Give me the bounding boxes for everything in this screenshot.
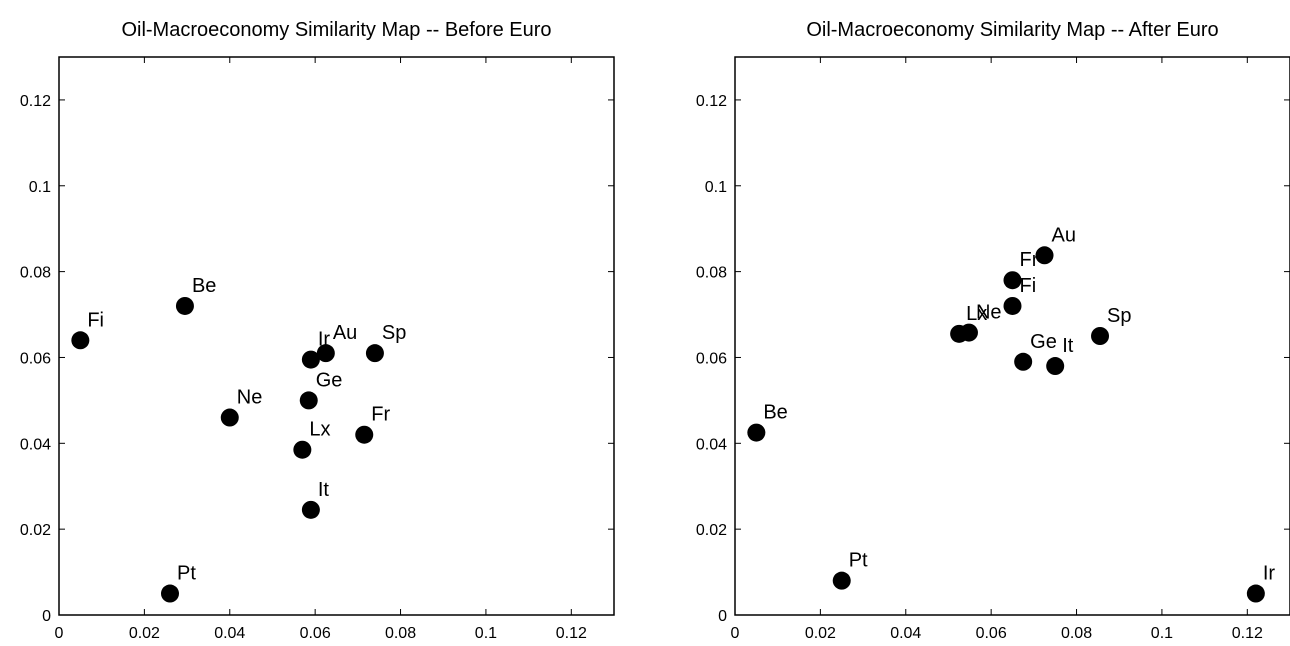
y-tick-label: 0.1 [705,179,727,196]
data-point-ne [959,323,978,342]
y-tick-label: 0.08 [696,265,727,282]
x-tick-label: 0 [55,625,64,642]
x-tick-label: 0.02 [129,625,160,642]
point-label-au: Au [333,322,357,344]
y-tick-label: 0.1 [29,179,51,196]
chart-title-after: Oil-Macroeconomy Similarity Map -- After… [806,19,1218,41]
point-label-ge: Ge [316,369,343,391]
data-point-it [301,500,320,519]
x-tick-label: 0.08 [1061,625,1092,642]
y-tick-label: 0.06 [696,350,727,367]
data-point-pt [832,571,851,590]
data-point-pt [161,584,179,603]
data-point-be [747,423,766,442]
point-label-lx: Lx [966,303,987,325]
point-label-au: Au [1052,224,1076,246]
y-tick-label: 0 [718,608,727,625]
panel-after-euro: Oil-Macroeconomy Similarity Map -- After… [696,19,1290,642]
y-tick-label: 0 [42,608,51,625]
data-point-lx [293,440,312,459]
point-label-pt: Pt [177,563,196,585]
x-tick-label: 0.04 [214,625,245,642]
y-tick-label: 0.12 [20,93,51,110]
x-tick-label: 0.12 [1232,625,1263,642]
x-tick-label: 0.1 [475,625,497,642]
data-point-fi [1003,296,1022,315]
point-label-ne: Ne [976,302,1002,324]
point-label-it: It [318,479,330,501]
point-label-sp: Sp [1107,305,1131,327]
point-label-fi: Fi [1020,275,1037,297]
point-label-be: Be [763,402,787,424]
x-tick-label: 0.06 [976,625,1007,642]
point-label-fr: Fr [371,404,390,426]
y-tick-label: 0.12 [696,93,727,110]
x-tick-label: 0.1 [1151,625,1173,642]
y-tick-label: 0.04 [696,436,727,453]
data-point-ir [301,350,320,369]
point-label-ir: Ir [1263,563,1276,585]
point-label-be: Be [192,275,216,297]
data-point-ir [1246,584,1265,603]
x-tick-label: 0.02 [805,625,836,642]
data-point-au [316,344,335,363]
y-tick-label: 0.04 [20,436,51,453]
point-label-fi: Fi [87,309,104,331]
plot-area-before [58,56,615,616]
data-point-fi [71,331,90,350]
point-label-pt: Pt [849,550,868,572]
x-tick-label: 0.08 [385,625,416,642]
data-point-ne [220,408,239,427]
chart-title-before: Oil-Macroeconomy Similarity Map -- Befor… [121,19,551,41]
panel-before-euro: Oil-Macroeconomy Similarity Map -- Befor… [20,19,615,642]
point-label-ge: Ge [1030,331,1057,353]
x-tick-label: 0.12 [556,625,587,642]
data-point-it [1046,357,1065,376]
y-tick-label: 0.06 [20,350,51,367]
plot-area-after [734,56,1290,616]
point-label-it: It [1062,335,1074,357]
data-point-fr [355,425,374,444]
y-tick-label: 0.02 [696,522,727,539]
y-tick-label: 0.08 [20,265,51,282]
data-point-sp [365,344,384,363]
point-label-ne: Ne [237,387,263,409]
data-point-ge [299,391,318,410]
y-tick-label: 0.02 [20,522,51,539]
point-label-lx: Lx [309,419,330,441]
point-label-sp: Sp [382,322,406,344]
data-point-be [175,296,194,315]
x-tick-label: 0 [731,625,740,642]
data-point-au [1035,246,1054,265]
point-label-fr: Fr [1020,249,1039,271]
data-point-ge [1014,352,1033,371]
data-point-sp [1091,327,1110,345]
x-tick-label: 0.06 [300,625,331,642]
data-point-fr [1003,271,1022,290]
x-tick-label: 0.04 [890,625,921,642]
